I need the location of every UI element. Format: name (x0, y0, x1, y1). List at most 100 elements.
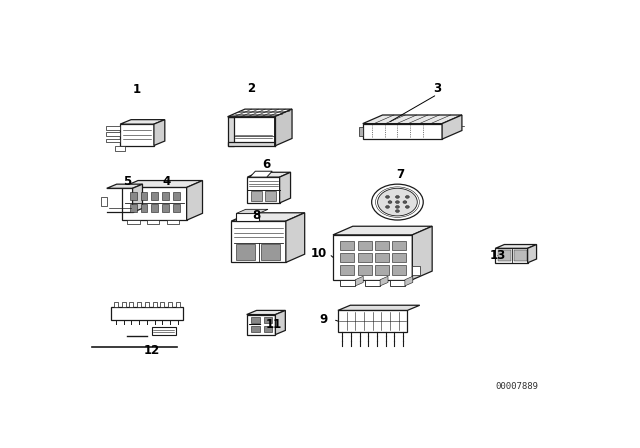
Polygon shape (152, 192, 158, 199)
Polygon shape (264, 317, 273, 323)
Polygon shape (127, 220, 140, 224)
Polygon shape (120, 124, 154, 146)
Polygon shape (280, 172, 291, 203)
Polygon shape (499, 250, 511, 261)
Polygon shape (106, 133, 120, 136)
Polygon shape (375, 253, 389, 263)
Polygon shape (286, 213, 305, 263)
Polygon shape (147, 220, 159, 224)
Polygon shape (355, 276, 364, 286)
Polygon shape (515, 250, 527, 261)
Polygon shape (173, 204, 180, 211)
Polygon shape (380, 276, 388, 286)
Polygon shape (236, 209, 268, 214)
Text: 5: 5 (123, 175, 131, 188)
Polygon shape (252, 191, 262, 201)
Polygon shape (246, 310, 285, 314)
Polygon shape (340, 253, 355, 263)
Polygon shape (106, 138, 120, 142)
Polygon shape (129, 204, 136, 211)
Polygon shape (228, 109, 292, 117)
Circle shape (396, 210, 399, 212)
Circle shape (405, 206, 410, 208)
Polygon shape (122, 181, 202, 187)
Polygon shape (163, 204, 169, 211)
Polygon shape (129, 302, 134, 306)
Polygon shape (236, 214, 259, 221)
Polygon shape (228, 142, 275, 146)
Polygon shape (405, 276, 413, 286)
Polygon shape (154, 120, 165, 146)
Polygon shape (412, 226, 432, 280)
Polygon shape (363, 115, 462, 124)
Polygon shape (495, 248, 527, 263)
Circle shape (403, 201, 407, 203)
Polygon shape (375, 265, 389, 275)
Polygon shape (275, 109, 292, 146)
Circle shape (385, 206, 390, 208)
Polygon shape (152, 204, 158, 211)
Circle shape (405, 195, 410, 198)
Polygon shape (176, 302, 180, 306)
Polygon shape (248, 172, 291, 177)
Polygon shape (141, 204, 147, 211)
Polygon shape (122, 187, 187, 220)
Polygon shape (265, 191, 276, 201)
Polygon shape (358, 241, 372, 250)
Text: 12: 12 (144, 344, 160, 357)
Polygon shape (358, 253, 372, 263)
Circle shape (388, 201, 392, 203)
Polygon shape (340, 265, 355, 275)
Polygon shape (111, 306, 183, 320)
Polygon shape (120, 120, 165, 124)
Polygon shape (152, 327, 176, 335)
Circle shape (372, 184, 423, 220)
Text: 6: 6 (262, 158, 270, 171)
Polygon shape (246, 314, 275, 335)
Polygon shape (333, 226, 432, 235)
Polygon shape (359, 127, 363, 136)
Text: 1: 1 (133, 83, 141, 96)
Polygon shape (106, 126, 120, 129)
Polygon shape (168, 302, 172, 306)
Polygon shape (340, 241, 355, 250)
Text: 10: 10 (311, 247, 327, 260)
Circle shape (396, 201, 399, 203)
Polygon shape (261, 244, 280, 260)
Polygon shape (375, 241, 389, 250)
Polygon shape (114, 302, 118, 306)
Text: 4: 4 (163, 175, 171, 188)
Text: 9: 9 (319, 313, 327, 326)
Polygon shape (153, 302, 157, 306)
Polygon shape (392, 241, 406, 250)
Polygon shape (101, 197, 107, 206)
Polygon shape (264, 326, 273, 332)
Circle shape (378, 188, 417, 216)
Polygon shape (340, 280, 355, 286)
Polygon shape (527, 245, 536, 263)
Text: 8: 8 (252, 209, 260, 222)
Polygon shape (161, 302, 164, 306)
Polygon shape (442, 115, 462, 139)
Polygon shape (363, 124, 442, 139)
Polygon shape (495, 245, 536, 248)
Polygon shape (338, 305, 420, 310)
Polygon shape (358, 265, 372, 275)
Circle shape (396, 195, 399, 198)
Polygon shape (107, 184, 143, 188)
Text: 2: 2 (247, 82, 255, 95)
Polygon shape (392, 265, 406, 275)
Polygon shape (141, 192, 147, 199)
Polygon shape (187, 181, 202, 220)
Text: 13: 13 (490, 249, 506, 262)
Polygon shape (167, 220, 179, 224)
Polygon shape (338, 310, 408, 332)
Polygon shape (365, 280, 380, 286)
Polygon shape (392, 253, 406, 263)
Polygon shape (115, 146, 125, 151)
Circle shape (396, 206, 399, 208)
Polygon shape (412, 266, 420, 275)
Text: 3: 3 (433, 82, 441, 95)
Polygon shape (251, 326, 260, 332)
Polygon shape (251, 317, 260, 323)
